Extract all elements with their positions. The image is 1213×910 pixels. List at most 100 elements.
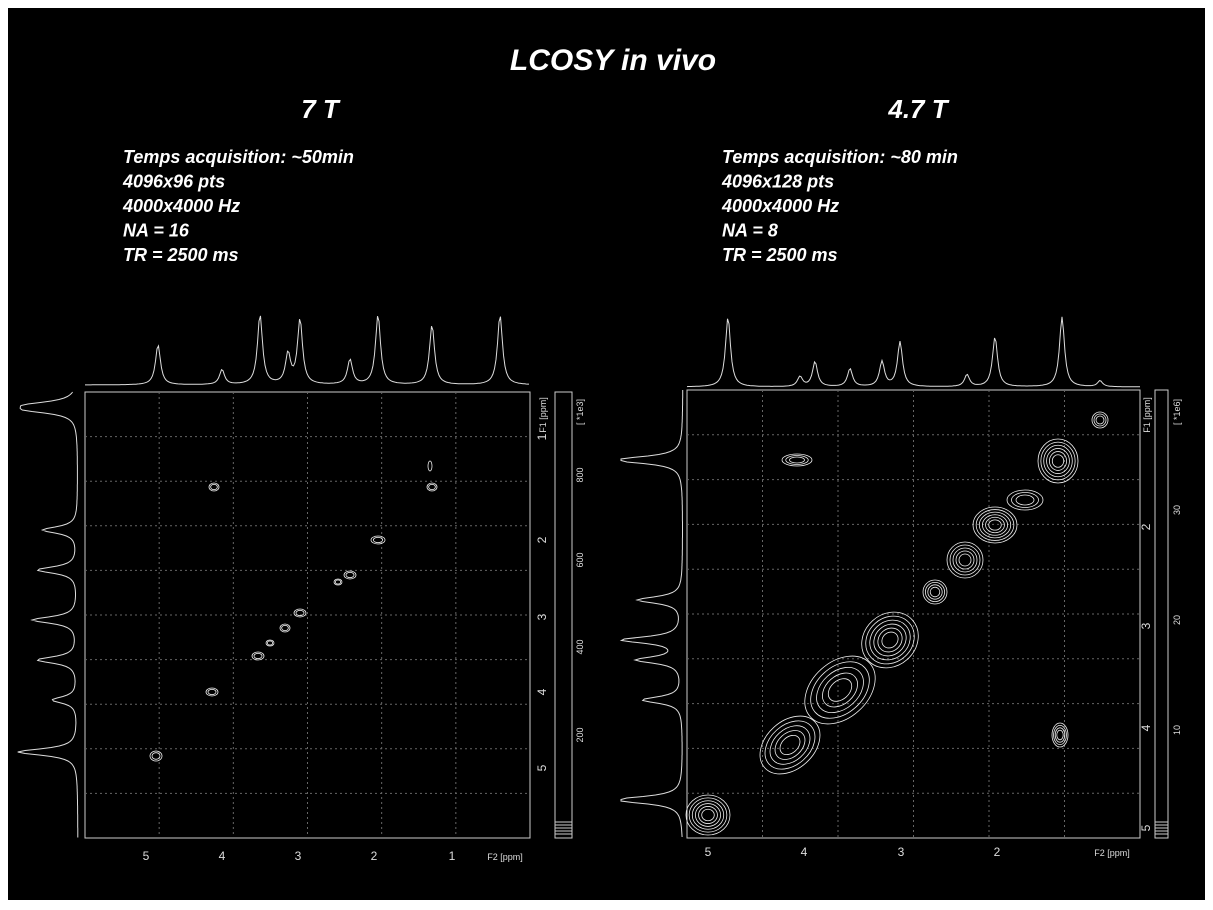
acquisition-param: TR = 2500 ms bbox=[722, 245, 838, 265]
contour bbox=[865, 615, 915, 665]
contour bbox=[370, 535, 386, 545]
contour bbox=[208, 482, 220, 492]
contour bbox=[1056, 729, 1064, 741]
contour bbox=[151, 752, 161, 760]
contour bbox=[877, 627, 903, 653]
acquisition-param: 4000x4000 Hz bbox=[122, 196, 240, 216]
acquisition-param: Temps acquisition: ~80 min bbox=[722, 147, 958, 167]
contour bbox=[701, 808, 715, 822]
contour bbox=[949, 544, 981, 576]
x-tick-label: 2 bbox=[371, 849, 378, 863]
y-tick-label: 4 bbox=[535, 688, 549, 695]
acquisition-param: NA = 16 bbox=[123, 221, 190, 241]
contour bbox=[789, 456, 805, 464]
acquisition-param: 4096x96 pts bbox=[122, 172, 225, 192]
projection-f2 bbox=[686, 316, 1140, 388]
contour bbox=[827, 678, 853, 702]
intensity-scale bbox=[1154, 389, 1169, 839]
contour bbox=[946, 541, 984, 579]
contour bbox=[1095, 415, 1105, 425]
contour bbox=[1051, 722, 1069, 748]
contour bbox=[685, 794, 731, 836]
x-tick-label: 4 bbox=[801, 845, 808, 859]
contour bbox=[781, 453, 813, 467]
contour bbox=[1043, 444, 1073, 478]
panel-heading: 4.7 T bbox=[887, 94, 949, 124]
x-tick-label: 2 bbox=[994, 845, 1001, 859]
scale-tick-label: 600 bbox=[575, 552, 585, 567]
contour bbox=[251, 651, 265, 661]
x-tick-label: 3 bbox=[295, 849, 302, 863]
scale-tick-label: 400 bbox=[575, 639, 585, 654]
contour bbox=[785, 455, 809, 465]
contour bbox=[873, 623, 907, 657]
contour bbox=[210, 483, 218, 491]
contour bbox=[982, 514, 1008, 536]
y-tick-label: 2 bbox=[1139, 523, 1153, 530]
y-tick-label: 5 bbox=[535, 764, 549, 771]
contour bbox=[764, 720, 816, 770]
contour bbox=[295, 609, 305, 617]
contour bbox=[372, 536, 384, 544]
acquisition-param: NA = 8 bbox=[722, 221, 778, 241]
contour bbox=[205, 687, 219, 697]
contour bbox=[345, 571, 355, 579]
contour bbox=[691, 800, 725, 830]
contour bbox=[1006, 489, 1044, 511]
contour bbox=[1093, 413, 1107, 427]
contour bbox=[253, 652, 263, 660]
contour bbox=[1091, 411, 1109, 429]
contour bbox=[207, 688, 217, 696]
contour bbox=[927, 584, 943, 600]
contour bbox=[804, 655, 876, 725]
contour bbox=[1040, 441, 1076, 481]
contour bbox=[1015, 494, 1035, 506]
contour bbox=[343, 570, 357, 580]
contour bbox=[334, 579, 342, 585]
contour bbox=[929, 586, 941, 598]
contour bbox=[333, 578, 343, 586]
contour bbox=[1049, 451, 1067, 471]
scale-tick-label: 10 bbox=[1172, 725, 1182, 735]
contour bbox=[149, 750, 163, 762]
contour bbox=[922, 579, 948, 605]
scale-label: [ *1e6] bbox=[1172, 399, 1182, 425]
contour bbox=[266, 640, 274, 646]
x-axis-label: F2 [ppm] bbox=[487, 852, 523, 862]
scale-label: [ *1e3] bbox=[575, 399, 585, 425]
scale-tick-label: 200 bbox=[575, 727, 585, 742]
contour bbox=[988, 519, 1002, 531]
y-tick-label: 1 bbox=[535, 433, 549, 440]
scale-tick-label: 20 bbox=[1172, 615, 1182, 625]
y-axis-label: F1 [ppm] bbox=[1142, 397, 1152, 433]
y-tick-label: 2 bbox=[535, 536, 549, 543]
contour bbox=[279, 623, 291, 633]
contour bbox=[978, 511, 1012, 539]
contour bbox=[861, 611, 919, 669]
contour bbox=[759, 715, 821, 775]
x-tick-label: 3 bbox=[898, 845, 905, 859]
contour bbox=[281, 624, 289, 632]
contour bbox=[769, 725, 811, 765]
y-tick-label: 3 bbox=[1139, 622, 1153, 629]
contour bbox=[925, 582, 946, 603]
contour bbox=[816, 666, 864, 714]
contour bbox=[695, 803, 721, 827]
background bbox=[8, 8, 1205, 900]
intensity-scale bbox=[554, 391, 573, 839]
projection-f1 bbox=[619, 390, 684, 838]
acquisition-param: 4000x4000 Hz bbox=[721, 196, 839, 216]
contour bbox=[1051, 454, 1065, 468]
contour bbox=[426, 482, 438, 492]
contour bbox=[265, 639, 275, 647]
contour bbox=[952, 547, 978, 573]
x-tick-label: 1 bbox=[449, 849, 456, 863]
contour bbox=[958, 553, 972, 567]
x-tick-label: 5 bbox=[705, 845, 712, 859]
y-tick-label: 5 bbox=[1139, 824, 1153, 831]
contour bbox=[427, 460, 433, 472]
acquisition-param: TR = 2500 ms bbox=[123, 245, 239, 265]
scale-tick-label: 30 bbox=[1172, 505, 1182, 515]
